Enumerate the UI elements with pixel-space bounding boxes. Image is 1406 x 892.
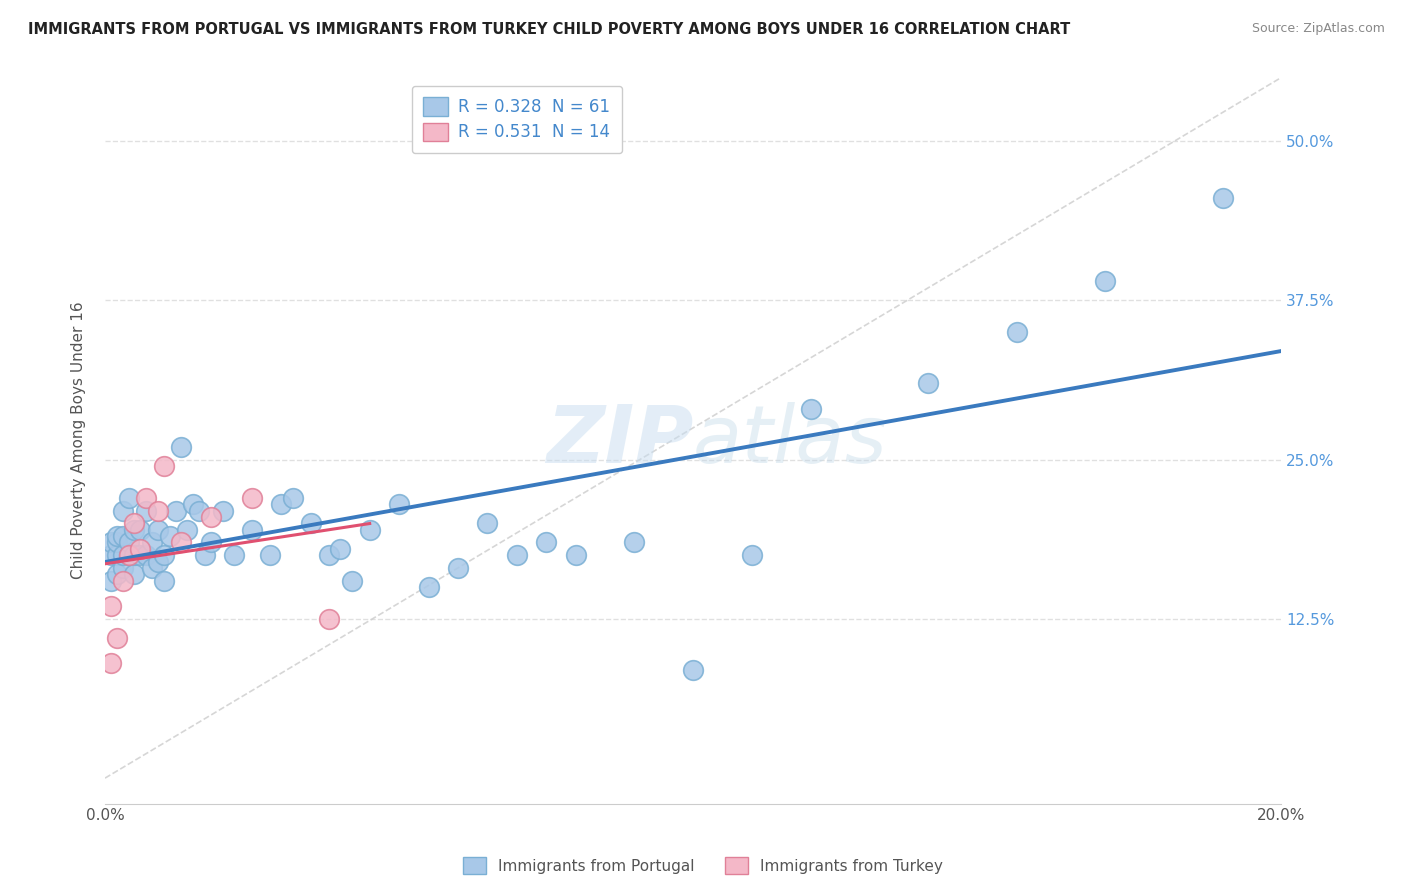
Point: [340, 574, 363, 588]
Point: [100, 548, 122, 562]
Point: [224, 548, 246, 562]
Point: [623, 535, 645, 549]
Point: [240, 523, 263, 537]
Point: [117, 491, 139, 505]
Point: [329, 541, 352, 556]
Point: [124, 548, 146, 562]
Point: [117, 548, 139, 562]
Point: [534, 535, 557, 549]
Point: [1094, 274, 1116, 288]
Point: [170, 440, 193, 454]
Point: [240, 491, 263, 505]
Point: [153, 458, 176, 473]
Point: [200, 535, 222, 549]
Point: [1212, 191, 1234, 205]
Point: [447, 561, 470, 575]
Point: [153, 548, 176, 562]
Point: [111, 548, 134, 562]
Point: [117, 548, 139, 562]
Point: [105, 567, 128, 582]
Point: [100, 599, 122, 614]
Y-axis label: Child Poverty Among Boys Under 16: Child Poverty Among Boys Under 16: [72, 301, 86, 579]
Point: [105, 631, 128, 645]
Point: [165, 503, 187, 517]
Legend: R = 0.328  N = 61, R = 0.531  N = 14: R = 0.328 N = 61, R = 0.531 N = 14: [412, 86, 621, 153]
Point: [917, 376, 939, 391]
Point: [1005, 325, 1028, 339]
Point: [100, 657, 122, 671]
Point: [146, 503, 169, 517]
Point: [129, 523, 152, 537]
Point: [117, 535, 139, 549]
Point: [800, 401, 823, 416]
Point: [564, 548, 586, 562]
Point: [318, 548, 340, 562]
Point: [135, 503, 157, 517]
Point: [129, 548, 152, 562]
Point: [159, 529, 181, 543]
Point: [100, 535, 122, 549]
Point: [682, 663, 704, 677]
Point: [181, 497, 204, 511]
Point: [111, 561, 134, 575]
Point: [105, 548, 128, 562]
Text: ZIP: ZIP: [546, 401, 693, 480]
Point: [111, 529, 134, 543]
Point: [141, 535, 163, 549]
Point: [418, 580, 440, 594]
Point: [124, 516, 146, 531]
Point: [111, 503, 134, 517]
Point: [141, 561, 163, 575]
Point: [124, 567, 146, 582]
Text: atlas: atlas: [693, 401, 889, 480]
Point: [283, 491, 305, 505]
Point: [270, 497, 292, 511]
Point: [477, 516, 499, 531]
Point: [170, 535, 193, 549]
Legend: Immigrants from Portugal, Immigrants from Turkey: Immigrants from Portugal, Immigrants fro…: [457, 851, 949, 880]
Text: Source: ZipAtlas.com: Source: ZipAtlas.com: [1251, 22, 1385, 36]
Point: [299, 516, 322, 531]
Point: [135, 548, 157, 562]
Point: [105, 529, 128, 543]
Point: [318, 612, 340, 626]
Point: [194, 548, 217, 562]
Point: [153, 574, 176, 588]
Point: [105, 535, 128, 549]
Point: [124, 523, 146, 537]
Point: [188, 503, 211, 517]
Point: [200, 510, 222, 524]
Point: [146, 555, 169, 569]
Point: [111, 574, 134, 588]
Point: [506, 548, 529, 562]
Point: [100, 574, 122, 588]
Point: [388, 497, 411, 511]
Point: [259, 548, 281, 562]
Point: [176, 523, 198, 537]
Point: [359, 523, 381, 537]
Text: IMMIGRANTS FROM PORTUGAL VS IMMIGRANTS FROM TURKEY CHILD POVERTY AMONG BOYS UNDE: IMMIGRANTS FROM PORTUGAL VS IMMIGRANTS F…: [28, 22, 1070, 37]
Point: [146, 523, 169, 537]
Point: [211, 503, 233, 517]
Point: [741, 548, 763, 562]
Point: [135, 491, 157, 505]
Point: [129, 541, 152, 556]
